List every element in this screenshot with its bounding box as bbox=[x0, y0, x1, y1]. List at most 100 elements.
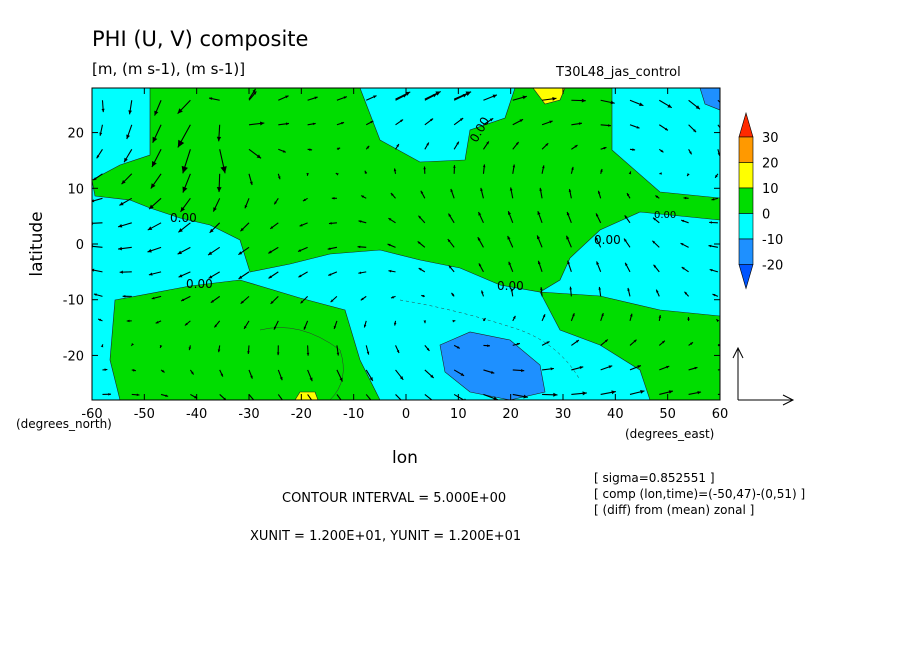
wind-vector-head bbox=[396, 349, 400, 353]
chart-title: PHI (U, V) composite bbox=[92, 27, 308, 51]
wind-vector-head bbox=[363, 324, 367, 328]
wind-vector-head bbox=[456, 141, 459, 145]
wind-vector-head bbox=[132, 368, 136, 372]
wind-vector-head bbox=[550, 367, 554, 371]
wind-vector-head bbox=[369, 377, 373, 382]
wind-vector-head bbox=[337, 147, 341, 151]
region-yellow-south bbox=[294, 391, 319, 400]
wind-vector-head bbox=[244, 205, 248, 209]
wind-vector-head bbox=[418, 215, 422, 219]
colorbar-segment bbox=[738, 111, 754, 138]
wind-vector-head bbox=[448, 213, 452, 217]
wind-vector-head bbox=[549, 120, 553, 124]
wind-vector-head bbox=[684, 291, 688, 295]
wind-vector-head bbox=[632, 148, 636, 151]
wind-vector-head bbox=[683, 196, 687, 200]
wind-vector-head bbox=[118, 223, 123, 228]
wind-vector-head bbox=[450, 188, 453, 192]
wind-vector-head bbox=[659, 172, 662, 175]
wind-vector-head bbox=[666, 365, 670, 369]
wind-vector-head bbox=[456, 345, 460, 349]
x-tick-label: 50 bbox=[659, 407, 676, 422]
wind-vector-head bbox=[188, 347, 192, 351]
colorbar-segment bbox=[738, 264, 754, 290]
wind-vector-head bbox=[399, 376, 404, 380]
wind-vector-head bbox=[566, 211, 570, 216]
wind-vector-head bbox=[220, 166, 227, 174]
wind-vector-head bbox=[181, 165, 188, 174]
wind-vector-head bbox=[366, 351, 370, 355]
note-sigma: [ sigma=0.852551 ] bbox=[594, 471, 715, 485]
reference-vector bbox=[732, 346, 795, 406]
x-tick-label: -10 bbox=[343, 407, 364, 422]
wind-vector-head bbox=[539, 187, 543, 191]
colorbar-segment bbox=[738, 136, 754, 163]
wind-vector-head bbox=[417, 241, 421, 245]
wind-vector bbox=[365, 394, 372, 400]
wind-vector-head bbox=[608, 365, 613, 369]
y-tick-label: 10 bbox=[67, 182, 84, 197]
wind-vector-head bbox=[240, 227, 244, 232]
wind-vector-head bbox=[358, 271, 362, 275]
wind-vector-head bbox=[601, 313, 604, 317]
wind-vector-head bbox=[104, 368, 108, 372]
wind-vector-head bbox=[597, 190, 601, 194]
wind-vector-head bbox=[250, 375, 253, 379]
wind-vector-head bbox=[360, 297, 364, 301]
wind-vectors-overflow bbox=[248, 88, 472, 100]
wind-vector-head bbox=[668, 390, 673, 394]
wind-vector-head bbox=[214, 324, 218, 328]
wind-vector-head bbox=[608, 124, 611, 127]
x-tick-label: -50 bbox=[134, 407, 155, 422]
wind-vector-head bbox=[279, 376, 283, 381]
wind-vector-head bbox=[276, 352, 280, 356]
wind-vector-head bbox=[180, 206, 185, 212]
wind-vector-head bbox=[220, 373, 223, 377]
wind-vector-head bbox=[259, 121, 265, 126]
wind-vector-head bbox=[328, 273, 332, 276]
x-tick-label: 20 bbox=[502, 407, 519, 422]
wind-vector-head bbox=[595, 236, 599, 241]
wind-vector-head bbox=[694, 366, 698, 370]
wind-vector-head bbox=[660, 149, 664, 153]
wind-vector-head bbox=[711, 197, 715, 201]
wind-vector-head bbox=[653, 264, 657, 268]
wind-vector-head bbox=[603, 147, 607, 150]
wind-vector-head bbox=[579, 366, 584, 370]
wind-vector-head bbox=[148, 272, 153, 276]
wind-vector-head bbox=[309, 377, 313, 382]
wind-vector-head bbox=[545, 143, 549, 147]
wind-vector-head bbox=[285, 122, 289, 126]
wind-vector-head bbox=[327, 247, 331, 250]
wind-vector-head bbox=[92, 268, 95, 272]
vector-units-text: XUNIT = 1.200E+01, YUNIT = 1.200E+01 bbox=[250, 529, 521, 544]
wind-vector-head bbox=[627, 287, 630, 291]
x-axis: -60 -50 -40 -30 -20 -10 0 10 20 30 40 50 60 bbox=[81, 88, 728, 422]
wind-vector-head bbox=[184, 322, 188, 326]
wind-vector-head bbox=[572, 313, 575, 317]
wind-vector-head bbox=[247, 351, 250, 354]
wind-vector-head bbox=[217, 349, 221, 353]
wind-vector-head bbox=[121, 179, 126, 185]
wind-vector-head bbox=[655, 195, 659, 199]
wind-vector-head bbox=[238, 275, 243, 279]
wind-vector-head bbox=[489, 118, 494, 122]
wind-vector-head bbox=[209, 97, 213, 101]
wind-vector-head bbox=[118, 246, 122, 251]
wind-vector-head bbox=[299, 223, 303, 227]
wind-vector-head bbox=[268, 250, 272, 254]
wind-vector-head bbox=[709, 268, 713, 272]
wind-vector-head bbox=[637, 365, 641, 369]
wind-vector-head bbox=[152, 136, 158, 143]
x-tick-label: 30 bbox=[555, 407, 572, 422]
wind-vector-head bbox=[119, 270, 123, 274]
wind-vector-head bbox=[165, 394, 169, 397]
wind-vector-head bbox=[300, 300, 304, 304]
wind-vector-head bbox=[687, 173, 690, 177]
wind-vector-head bbox=[333, 325, 337, 329]
wind-vector-head bbox=[342, 402, 346, 406]
x-tick-label: 0 bbox=[402, 407, 410, 422]
wind-vector-head bbox=[177, 108, 183, 114]
contour-label: 0.00 bbox=[170, 211, 197, 225]
wind-vector-head bbox=[519, 119, 524, 123]
